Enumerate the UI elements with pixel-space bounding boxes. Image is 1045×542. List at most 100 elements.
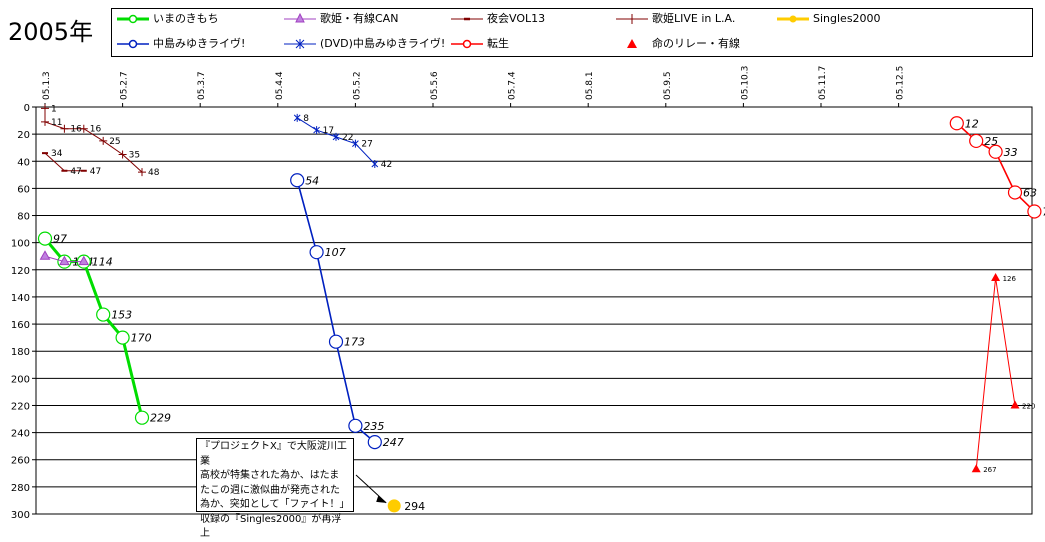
data-label: 27 [361, 140, 372, 150]
data-point [41, 104, 49, 113]
data-label: 63 [1023, 186, 1037, 199]
data-label: 42 [381, 160, 392, 170]
data-label: 173 [344, 336, 365, 349]
x-tick-label: 05.5.2 [352, 71, 362, 100]
data-label: 1 [51, 104, 57, 114]
y-tick-label: 260 [11, 456, 30, 467]
data-point [134, 410, 150, 425]
y-tick-label: 220 [11, 401, 30, 412]
legend-marker-tensei [451, 39, 483, 49]
data-label: 35 [129, 150, 140, 160]
line-chart: 0 20 40 60 80 100 120 140 160 180 200 220 240 260 280 3… [11, 66, 1045, 521]
y-tick-label: 280 [11, 483, 30, 494]
x-tick-label: 05.4.4 [275, 71, 285, 100]
data-label: 220 [1022, 402, 1035, 410]
legend-marker-utahime-can [284, 12, 316, 23]
y-tick-label: 20 [17, 130, 30, 141]
data-point [971, 464, 981, 473]
data-point [988, 144, 1003, 159]
data-point [1010, 400, 1020, 409]
data-point [1007, 185, 1023, 200]
data-label: 33 [1004, 146, 1018, 159]
data-point [115, 330, 130, 345]
data-point [332, 132, 340, 141]
data-point [367, 434, 382, 450]
legend-marker-singles2000 [777, 15, 809, 23]
x-tick-label: 05.5.6 [430, 71, 440, 100]
y-tick-label: 180 [11, 347, 30, 358]
data-label: 77 [1042, 205, 1045, 218]
data-point [313, 126, 320, 135]
legend-label: Singles2000 [813, 12, 881, 25]
data-label: 47 [70, 167, 81, 177]
x-tick-label: 05.1.3 [42, 71, 52, 100]
legend-label: (DVD)中島みゆきライヴ! [320, 37, 446, 50]
data-point [293, 113, 301, 122]
data-point [387, 499, 401, 513]
data-point [60, 124, 69, 133]
data-label: 97 [53, 233, 67, 246]
data-label: 8 [303, 114, 309, 124]
data-point [348, 418, 363, 433]
data-label: 229 [150, 412, 171, 425]
legend-marker-live [117, 39, 149, 49]
x-tick-label: 05.10.3 [740, 66, 750, 100]
data-point [78, 255, 90, 266]
y-tick-label: 0 [24, 103, 30, 114]
data-point [949, 116, 964, 131]
data-point [991, 272, 1001, 281]
data-label: 126 [1003, 275, 1017, 283]
data-label: 34 [51, 149, 63, 159]
x-tick-label: 05.12.5 [896, 66, 906, 100]
y-tick-label: 100 [11, 239, 30, 250]
legend-marker-dvd-live [284, 39, 316, 49]
data-point [37, 231, 53, 246]
legend-marker-utahime-live [616, 14, 648, 24]
legend-label: 歌姫・有線CAN [320, 12, 399, 25]
legend-label: 歌姫LIVE in L.A. [652, 12, 736, 25]
y-tick-label: 140 [11, 293, 30, 304]
annotation-box: 『プロジェクトX』で大阪淀川工業 高校が特集された為か、はたま たこの週に激似曲… [196, 438, 354, 539]
y-tick-label: 240 [11, 429, 30, 440]
data-point [290, 173, 305, 188]
data-point [138, 168, 146, 177]
data-label: 48 [148, 168, 160, 178]
y-tick-label: 60 [17, 184, 30, 195]
data-label: 47 [90, 167, 101, 177]
data-label: 12 [965, 117, 979, 130]
data-point [352, 139, 359, 148]
data-label: 153 [111, 309, 132, 322]
chart-title: 2005年 [8, 18, 94, 46]
data-point [328, 334, 344, 349]
data-label: 114 [92, 256, 113, 269]
y-tick-label: 200 [11, 374, 30, 385]
data-point [99, 136, 108, 145]
annotation-arrowhead [376, 495, 387, 503]
legend-label: 中島みゆきライヴ! [153, 37, 246, 50]
data-point [371, 159, 379, 168]
data-point [969, 133, 984, 149]
data-label: 107 [325, 246, 346, 259]
legend-label: 命のリレー・有線 [652, 37, 740, 50]
y-tick-label: 80 [17, 212, 30, 223]
legend-label: いまのきもち [153, 12, 219, 25]
data-label: 17 [323, 126, 334, 136]
data-label: 25 [984, 135, 998, 148]
annotation-arrow [355, 474, 387, 504]
legend-marker-inochi [627, 39, 637, 48]
legend-label: 転生 [487, 37, 509, 50]
legend: いまのきもち 歌姫・有線CAN 夜会VOL13 歌姫LIVE in L.A. S… [111, 8, 1033, 57]
legend-marker-yakai [451, 17, 483, 21]
data-point [118, 150, 127, 159]
data-label: 25 [109, 137, 120, 147]
data-point [79, 124, 88, 133]
y-tick-label: 160 [11, 320, 30, 331]
data-label: 294 [404, 500, 425, 513]
data-point [59, 255, 70, 266]
data-label: 170 [131, 332, 152, 345]
data-point [96, 307, 111, 322]
x-tick-label: 05.8.1 [585, 71, 595, 100]
x-tick-label: 05.2.7 [120, 71, 130, 100]
y-tick-label: 300 [11, 510, 30, 521]
legend-label: 夜会VOL13 [487, 12, 546, 25]
